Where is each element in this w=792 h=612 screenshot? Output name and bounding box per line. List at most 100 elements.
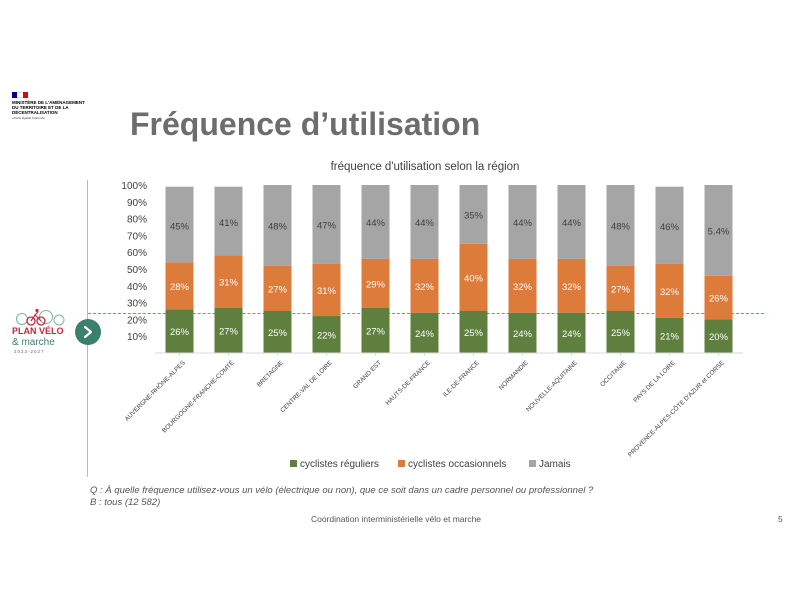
bar-segment — [410, 258, 439, 313]
bar-segment — [165, 262, 194, 310]
data-label: 26% — [709, 294, 729, 305]
data-label: 27% — [366, 326, 386, 337]
data-label: 25% — [464, 328, 484, 339]
x-tick-label: PROVENCE-ALPES-CÔTE D'AZUR et CORSE — [625, 358, 725, 458]
data-label: 28% — [170, 282, 190, 293]
legend-swatch — [398, 460, 405, 467]
y-tick-label: 90% — [127, 198, 147, 209]
chart-title: fréquence d'utilisation selon la région — [331, 161, 520, 173]
data-label: 35% — [464, 210, 484, 221]
bar-segment — [606, 265, 635, 311]
legend-label: cyclistes réguliers — [300, 459, 379, 470]
next-button[interactable] — [75, 319, 101, 345]
bar-segment — [263, 265, 292, 311]
data-label: 32% — [660, 287, 680, 298]
question-q: Q : À quelle fréquence utilisez-vous un … — [90, 485, 594, 496]
data-label: 48% — [611, 221, 631, 232]
data-label: 44% — [366, 218, 386, 229]
y-tick-label: 40% — [127, 282, 147, 293]
bar-segment — [361, 307, 390, 353]
data-label: 29% — [366, 279, 386, 290]
x-tick-label: NOUVELLE-AQUITAINE — [525, 359, 579, 413]
bar-segment — [606, 311, 635, 353]
data-label: 25% — [611, 328, 631, 339]
data-label: 41% — [219, 218, 239, 229]
bar-segment — [263, 185, 292, 266]
chevron-right-icon — [83, 325, 93, 339]
ministry-logo: MINISTÈRE DE L'AMÉNAGEMENT DU TERRITOIRE… — [12, 92, 92, 121]
bar-segment — [214, 307, 243, 353]
bar-segment — [655, 186, 684, 264]
x-tick-label: GRAND EST — [352, 359, 383, 390]
data-label: 5.4% — [708, 226, 730, 237]
ministry-name: MINISTÈRE DE L'AMÉNAGEMENT DU TERRITOIRE… — [12, 100, 85, 115]
bar-segment — [361, 185, 390, 259]
x-tick-label: ILE-DE-FRANCE — [442, 359, 481, 398]
data-label: 24% — [513, 329, 533, 340]
y-tick-label: 50% — [127, 265, 147, 276]
plan-velo-line2: & marche — [12, 337, 55, 348]
data-label: 32% — [562, 282, 582, 293]
bar-segment — [410, 185, 439, 259]
data-label: 22% — [317, 331, 337, 342]
x-tick-label: CENTRE-VAL DE LOIRE — [279, 359, 334, 414]
data-label: 44% — [415, 218, 435, 229]
y-tick-label: 80% — [127, 215, 147, 226]
bar-segment — [606, 185, 635, 266]
data-label: 21% — [660, 331, 680, 342]
legend-label: Jamais — [539, 459, 571, 470]
bar-segment — [312, 263, 341, 317]
page-number: 5 — [778, 514, 783, 524]
y-tick-label: 30% — [127, 299, 147, 310]
x-tick-label: BRETAGNE — [256, 359, 285, 388]
y-tick-label: 60% — [127, 248, 147, 259]
plan-velo-years: 2023-2027 — [14, 349, 45, 354]
legend-swatch — [529, 460, 536, 467]
data-label: 48% — [268, 221, 288, 232]
french-flag-icon — [12, 92, 28, 98]
bar-segment — [312, 316, 341, 353]
bar-segment — [655, 317, 684, 353]
bar-segment — [704, 185, 733, 276]
bar-segment — [557, 258, 586, 313]
data-label: 32% — [415, 282, 435, 293]
data-label: 27% — [268, 284, 288, 295]
data-label: 46% — [660, 222, 680, 233]
data-label: 20% — [709, 332, 729, 343]
bar-segment — [263, 311, 292, 353]
data-label: 45% — [170, 221, 190, 232]
plan-velo-logo: PLAN VÉLO & marche 2023-2027 — [12, 308, 65, 354]
x-tick-label: NORMANDIE — [498, 359, 530, 391]
bar-segment — [459, 311, 488, 353]
data-label: 44% — [513, 218, 533, 229]
y-tick-label: 100% — [121, 181, 147, 192]
data-label: 26% — [170, 327, 190, 338]
footer-text: Coordination interministérielle vélo et … — [310, 514, 482, 524]
bar-segment — [165, 309, 194, 353]
data-label: 44% — [562, 218, 582, 229]
data-label: 32% — [513, 282, 533, 293]
y-tick-label: 20% — [127, 315, 147, 326]
data-label: 24% — [562, 329, 582, 340]
bar-segment — [214, 255, 243, 308]
data-label: 25% — [268, 328, 288, 339]
bar-segment — [557, 185, 586, 259]
bar-segment — [508, 258, 537, 313]
data-label: 27% — [219, 326, 239, 337]
bar-segment — [704, 275, 733, 320]
x-tick-label: PAYS DE LA LOIRE — [632, 359, 677, 404]
question-base: B : tous (12 582) — [90, 497, 161, 508]
cyclist-icon — [26, 308, 46, 326]
data-label: 27% — [611, 284, 631, 295]
x-tick-label: OCCITANIE — [599, 359, 628, 388]
legend-label: cyclistes occasionnels — [408, 459, 506, 470]
bar-segment — [459, 185, 488, 244]
x-tick-label: HAUTS-DE-FRANCE — [384, 359, 431, 406]
bar-segment — [361, 258, 390, 308]
plan-velo-line1: PLAN VÉLO — [12, 326, 64, 336]
page-title: Fréquence d’utilisation — [130, 106, 481, 142]
y-tick-label: 70% — [127, 231, 147, 242]
data-label: 47% — [317, 220, 337, 231]
stacked-bar-chart: fréquence d'utilisation selon la région … — [121, 161, 743, 470]
bar-segment — [312, 185, 341, 264]
